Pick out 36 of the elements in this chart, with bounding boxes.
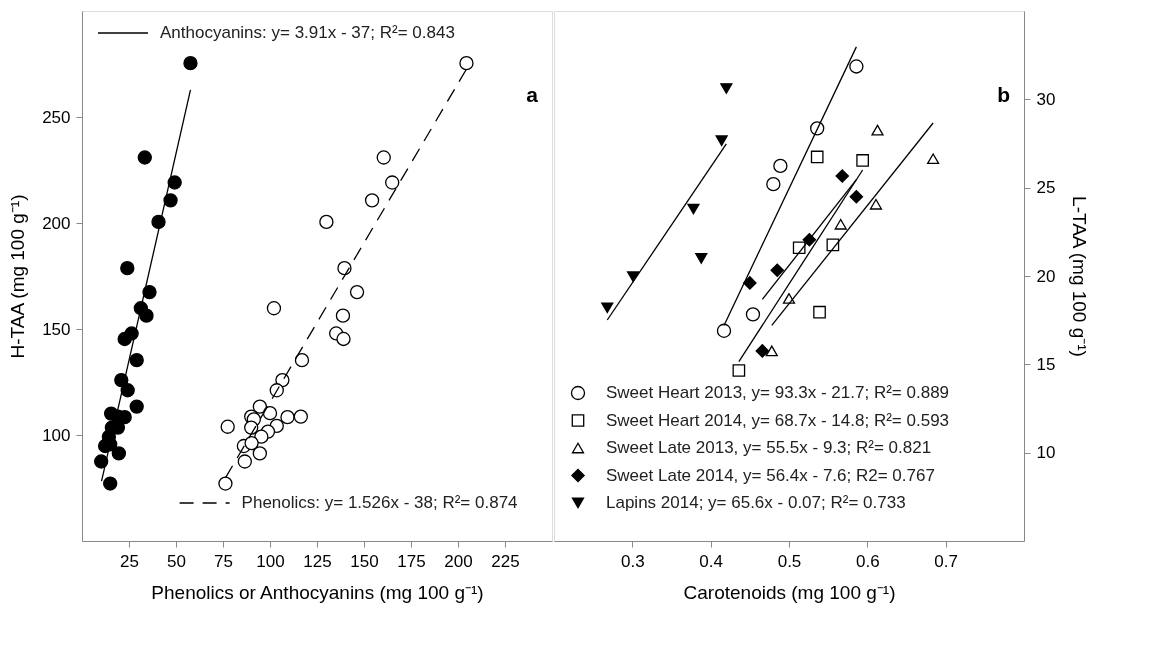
legend-label: Lapins 2014; y= 65.6x - 0.07; R²= 0.733 <box>606 493 906 512</box>
x-tick-label: 100 <box>256 551 285 571</box>
y2-tick-label: 30 <box>1036 89 1056 109</box>
x-tick-label: 0.6 <box>856 551 880 571</box>
x-tick-label: 175 <box>397 551 426 571</box>
x-tick-label: 0.4 <box>699 551 723 571</box>
y2-axis-title: L-TAA (mg 100 g⁻¹) <box>1069 196 1091 357</box>
legend-label: Phenolics: y= 1.526x - 38; R²= 0.874 <box>241 493 518 512</box>
x-axis-title: Phenolics or Anthocyanins (mg 100 g⁻¹) <box>151 581 484 603</box>
annotation: a <box>526 83 539 106</box>
x-tick-label: 200 <box>444 551 473 571</box>
x-tick-label: 225 <box>491 551 520 571</box>
y-tick-label: 100 <box>42 425 71 445</box>
legend-label: Sweet Late 2014, y= 56.4x - 7.6; R2= 0.767 <box>606 465 935 485</box>
y2-tick-label: 10 <box>1036 443 1056 463</box>
y2-tick-label: 25 <box>1036 178 1056 198</box>
legend-label: Sweet Heart 2014, y= 68.7x - 14.8; R²= 0.593 <box>606 410 950 430</box>
y-tick-label: 200 <box>42 213 71 233</box>
y-tick-label: 150 <box>42 319 71 339</box>
annotation: b <box>997 83 1010 106</box>
y2-tick-label: 15 <box>1036 354 1056 374</box>
y-axis-title: H-TAA (mg 100 g⁻¹) <box>7 194 29 359</box>
legend-label: Sweet Heart 2013, y= 93.3x - 21.7; R²= 0.889 <box>606 383 950 402</box>
x-tick-label: 125 <box>303 551 332 571</box>
legend-label: Anthocyanins: y= 3.91x - 37; R²= 0.843 <box>160 23 455 42</box>
x-tick-label: 0.5 <box>777 551 802 571</box>
legend-label: Sweet Late 2013, y= 55.5x - 9.3; R²= 0.821 <box>606 438 932 457</box>
x-axis-title: Carotenoids (mg 100 g⁻¹) <box>683 581 896 603</box>
x-tick-label: 50 <box>167 551 186 571</box>
x-tick-label: 75 <box>214 551 233 571</box>
x-tick-label: 0.7 <box>934 551 958 571</box>
y-tick-label: 250 <box>42 107 71 127</box>
x-tick-label: 25 <box>120 551 139 571</box>
x-tick-label: 150 <box>350 551 379 571</box>
x-tick-label: 0.3 <box>621 551 645 571</box>
y2-tick-label: 20 <box>1036 266 1056 286</box>
